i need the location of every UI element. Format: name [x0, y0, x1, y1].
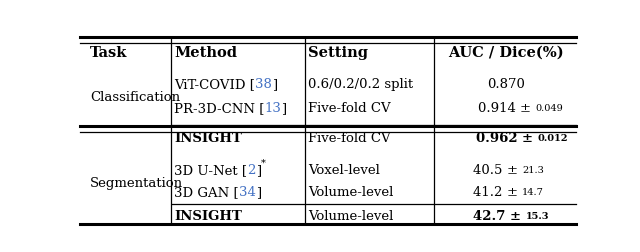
Text: 0.870: 0.870: [486, 78, 525, 91]
Text: 0.012: 0.012: [538, 134, 568, 143]
Text: Setting: Setting: [308, 46, 368, 59]
Text: Volume-level: Volume-level: [308, 210, 394, 223]
Text: 42.7: 42.7: [474, 210, 510, 223]
Text: 3D U-Net [: 3D U-Net [: [174, 164, 247, 177]
Text: Segmentation: Segmentation: [90, 177, 183, 190]
Text: 0.6/0.2/0.2 split: 0.6/0.2/0.2 split: [308, 78, 413, 91]
Text: Task: Task: [90, 46, 127, 59]
Text: 0.914: 0.914: [478, 102, 520, 115]
Text: 2: 2: [247, 164, 255, 177]
Text: ]: ]: [272, 78, 277, 91]
Text: ]: ]: [256, 186, 261, 199]
Text: ±: ±: [507, 186, 522, 199]
Text: Voxel-level: Voxel-level: [308, 164, 380, 177]
Text: ]: ]: [282, 102, 287, 115]
Text: ±: ±: [520, 102, 536, 115]
Text: ±: ±: [510, 210, 526, 223]
Text: Volume-level: Volume-level: [308, 186, 394, 199]
Text: ±: ±: [507, 164, 522, 177]
Text: AUC / Dice(%): AUC / Dice(%): [448, 46, 563, 59]
Text: Classification: Classification: [90, 91, 180, 104]
Text: ViT-COVID [: ViT-COVID [: [174, 78, 255, 91]
Text: 38: 38: [255, 78, 272, 91]
Text: 21.3: 21.3: [522, 166, 544, 175]
Text: INSIGHT: INSIGHT: [174, 210, 242, 223]
Text: 40.5: 40.5: [474, 164, 507, 177]
Text: 14.7: 14.7: [522, 188, 544, 197]
Text: 3D GAN [: 3D GAN [: [174, 186, 239, 199]
Text: Five-fold CV: Five-fold CV: [308, 132, 391, 145]
Text: *: *: [260, 159, 266, 168]
Text: 0.049: 0.049: [536, 104, 563, 113]
Text: 0.962: 0.962: [476, 132, 522, 145]
Text: 34: 34: [239, 186, 256, 199]
Text: Method: Method: [174, 46, 237, 59]
Text: 13: 13: [264, 102, 282, 115]
Text: Five-fold CV: Five-fold CV: [308, 102, 391, 115]
Text: ]: ]: [255, 164, 260, 177]
Text: INSIGHT: INSIGHT: [174, 132, 242, 145]
Text: 15.3: 15.3: [526, 212, 550, 221]
Text: 41.2: 41.2: [474, 186, 507, 199]
Text: PR-3D-CNN [: PR-3D-CNN [: [174, 102, 264, 115]
Text: ±: ±: [522, 132, 538, 145]
